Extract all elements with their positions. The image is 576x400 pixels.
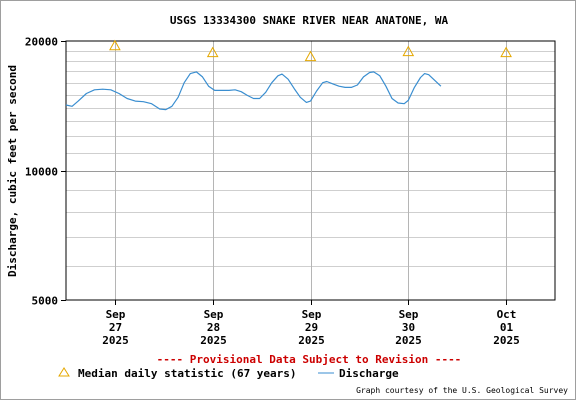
x-tick-day: 28 [207, 321, 220, 334]
graph-credit: Graph courtesy of the U.S. Geological Su… [356, 386, 568, 395]
discharge-line [65, 71, 442, 111]
x-tick-day: 29 [305, 321, 318, 334]
x-tick-day: 27 [109, 321, 122, 334]
x-tick-day: 01 [500, 321, 514, 334]
median-marker [109, 39, 121, 51]
provisional-notice: ---- Provisional Data Subject to Revisio… [157, 353, 462, 366]
x-tick-month: Sep [302, 308, 322, 321]
plot-area-border [65, 40, 556, 301]
median-marker [402, 45, 415, 57]
y-tick-label: 20000 [25, 36, 58, 49]
legend: Median daily statistic (67 years) Discha… [58, 367, 399, 380]
median-marker [500, 46, 512, 58]
x-tick-month: Sep [106, 308, 126, 321]
grid-layer [66, 41, 555, 300]
y-tick-label: 10000 [25, 166, 58, 179]
x-tick-year: 2025 [200, 334, 227, 347]
legend-discharge-label: Discharge [339, 367, 399, 380]
y-axis-ticks: 5000 10000 20000 [25, 36, 66, 308]
legend-median-marker [58, 367, 70, 377]
x-tick-month: Sep [204, 308, 224, 321]
median-layer [109, 39, 512, 62]
y-tick-label: 5000 [32, 295, 59, 308]
series-layer [65, 71, 442, 111]
legend-median-label: Median daily statistic (67 years) [78, 367, 297, 380]
chart-title: USGS 13334300 SNAKE RIVER NEAR ANATONE, … [170, 14, 449, 27]
x-tick-year: 2025 [493, 334, 520, 347]
x-tick-month: Oct [497, 308, 517, 321]
x-tick-year: 2025 [395, 334, 422, 347]
x-axis-ticks: Sep272025Sep282025Sep292025Sep302025Oct0… [102, 300, 520, 347]
x-tick-year: 2025 [102, 334, 129, 347]
x-tick-day: 30 [402, 321, 415, 334]
y-axis-label: Discharge, cubic feet per second [6, 65, 19, 277]
median-marker [304, 50, 317, 62]
x-tick-year: 2025 [298, 334, 325, 347]
median-marker [206, 46, 219, 58]
x-tick-month: Sep [399, 308, 419, 321]
